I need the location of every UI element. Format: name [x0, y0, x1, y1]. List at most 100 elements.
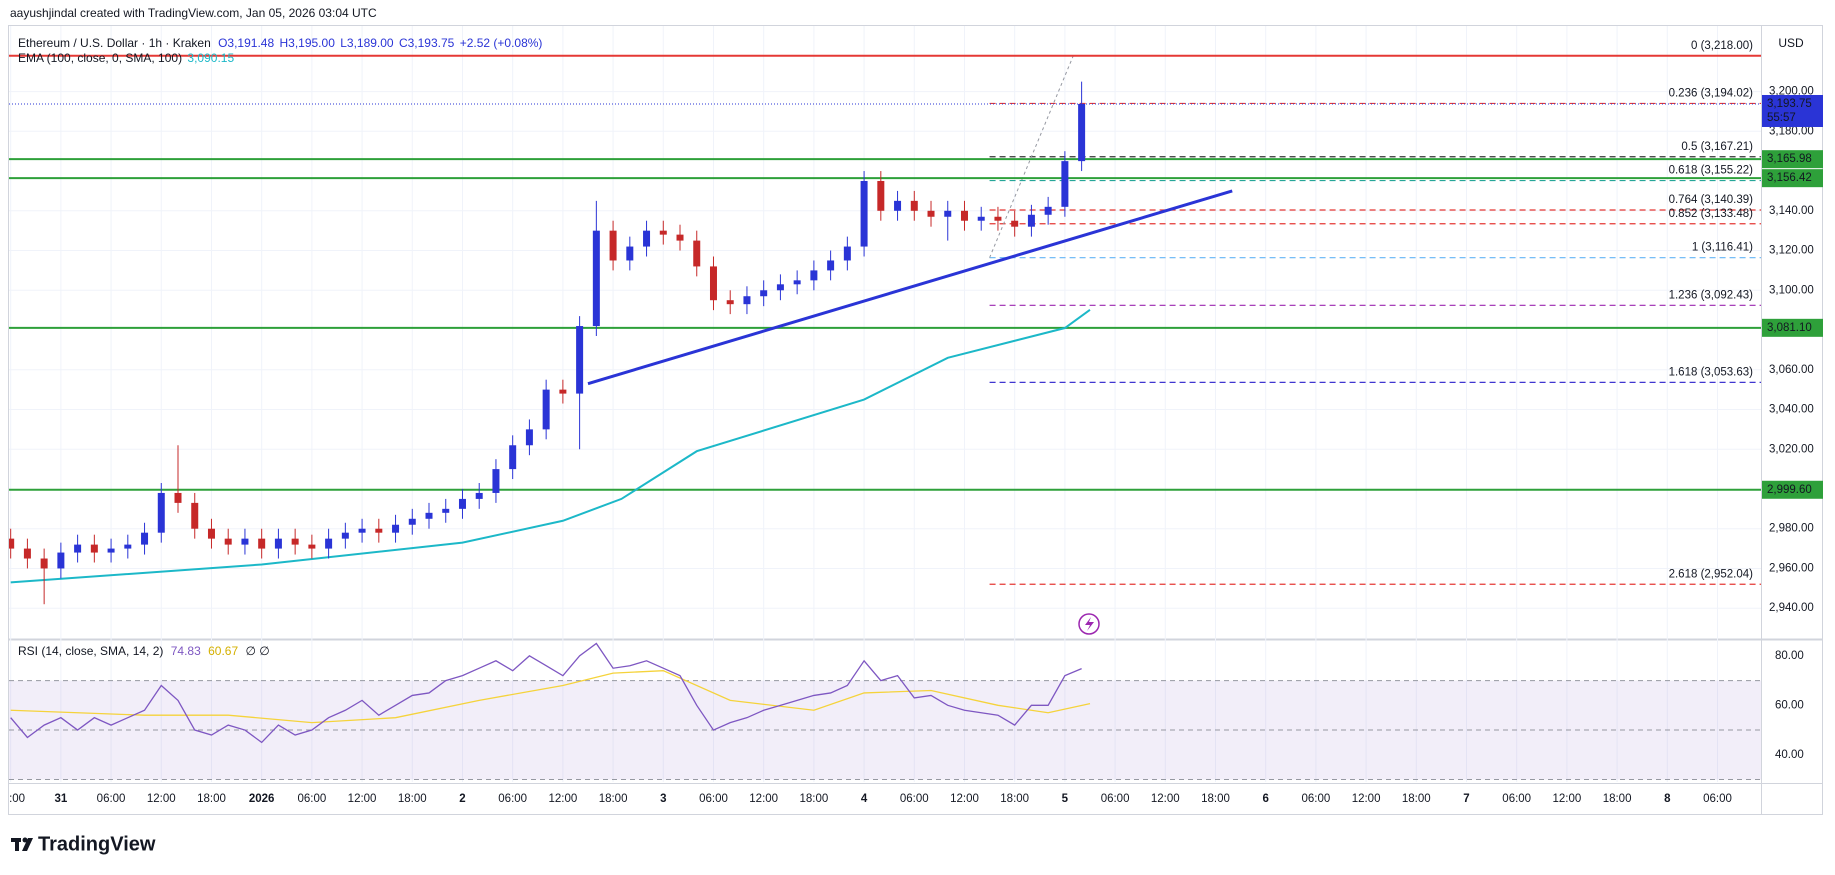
x-tick-label: 06:00	[900, 793, 929, 805]
candle-body	[90, 544, 98, 553]
x-tick-label: 06:00	[1101, 793, 1130, 805]
price-tag-label: 3,165.98	[1767, 153, 1812, 165]
ohlc-open: O3,191.48	[218, 36, 274, 50]
x-tick-label: 2026	[249, 793, 275, 805]
candle-body	[525, 429, 533, 446]
ohlc-high: H3,195.00	[279, 36, 335, 50]
candle-body	[609, 230, 617, 261]
x-tick-label: 18:00	[599, 793, 628, 805]
price-tag-label: 3,081.10	[1767, 322, 1812, 334]
candle-body	[157, 492, 165, 533]
candle-body	[174, 492, 182, 503]
y-tick-label: 3,200.00	[1769, 86, 1814, 98]
candle-body	[40, 558, 48, 569]
x-tick-label: 12:00	[348, 793, 377, 805]
candle-body	[977, 216, 985, 221]
price-tag-label: 3,156.42	[1767, 172, 1812, 184]
candle-body	[274, 538, 282, 549]
x-tick-label: 7	[1463, 793, 1469, 805]
candle-body	[626, 246, 634, 261]
legend-title: Ethereum / U.S. Dollar · 1h · Kraken O3,…	[18, 36, 542, 50]
candle-body	[542, 389, 550, 430]
x-tick-label: 12:00	[1553, 793, 1582, 805]
y-tick-label: 3,180.00	[1769, 125, 1814, 137]
candle-body	[124, 544, 132, 549]
y-tick-label: 3,040.00	[1769, 404, 1814, 416]
fib-label: 1.618 (3,053.63)	[1669, 366, 1754, 378]
candle-body	[860, 180, 868, 247]
candle-body	[1011, 220, 1019, 227]
candle-body	[810, 270, 818, 281]
candle-body	[743, 296, 751, 305]
price-pane: 0 (3,218.00) 0.236 (3,194.02) 0.5 (3,167.2…	[9, 40, 1761, 605]
x-tick-label: 31	[54, 793, 67, 805]
price-tag	[1762, 318, 1823, 337]
grid	[9, 26, 1761, 782]
ohlc-change: +2.52 (+0.08%)	[460, 36, 543, 50]
candle-body	[23, 548, 31, 559]
candle-body	[107, 548, 115, 553]
ema-name: EMA (100, close, 0, SMA, 100)	[18, 51, 182, 65]
x-tick-label: 06:00	[97, 793, 126, 805]
rsi-ma-line	[10, 670, 1091, 724]
brand: TradingView	[38, 833, 156, 855]
rsi-pane	[9, 642, 1761, 781]
page-header: aayushjindal created with TradingView.co…	[10, 6, 377, 20]
fib-label: 0.852 (3,133.48)	[1669, 208, 1754, 220]
x-tick-label: 2	[459, 793, 465, 805]
x-tick-label: 18:00	[799, 793, 828, 805]
candle-body	[258, 538, 266, 549]
x-tick-label: 12:00	[1352, 793, 1381, 805]
rsi-flags: ∅ ∅	[245, 644, 269, 658]
x-tick-label: 5	[1062, 793, 1069, 805]
candle-body	[776, 284, 784, 291]
fib-label: 0 (3,218.00)	[1691, 40, 1753, 52]
brand-logo	[11, 837, 33, 851]
candle-body	[827, 260, 835, 271]
x-tick-label: 06:00	[699, 793, 728, 805]
candle-body	[9, 538, 15, 549]
candle-body	[960, 210, 968, 221]
x-tick-label: 18:00	[1402, 793, 1431, 805]
candle-body	[341, 532, 349, 539]
candle-body	[894, 200, 902, 211]
x-tick-label: 06:00	[498, 793, 527, 805]
rsi-ma-value: 60.67	[208, 644, 238, 658]
fib-label: 1.236 (3,092.43)	[1669, 289, 1754, 301]
candle-body	[927, 210, 935, 217]
rsi-tick-label: 60.00	[1775, 699, 1804, 711]
rsi-name: RSI (14, close, SMA, 14, 2)	[18, 644, 163, 658]
candle-body	[141, 532, 149, 545]
y-tick-label: 3,120.00	[1769, 245, 1814, 257]
current-price-tag	[1762, 94, 1823, 127]
fib-label: 0.236 (3,194.02)	[1669, 87, 1754, 99]
candle-body	[576, 326, 584, 394]
price-tag	[1762, 169, 1823, 188]
candle-body	[74, 544, 82, 553]
x-tick-label: 18:00	[1000, 793, 1029, 805]
ohlc-close: C3,193.75	[399, 36, 455, 50]
candle-body	[726, 300, 734, 305]
candle-body	[408, 518, 416, 525]
rsi-line	[10, 642, 1082, 744]
y-tick-label: 3,020.00	[1769, 443, 1814, 455]
candle-body	[1061, 161, 1069, 207]
candle-body	[291, 538, 299, 545]
candle-body	[475, 492, 483, 499]
ema-legend: EMA (100, close, 0, SMA, 100) 3,090.15	[18, 51, 234, 65]
rsi-tick-label: 40.00	[1775, 749, 1804, 761]
candle-body	[458, 498, 466, 509]
candle-body	[910, 200, 918, 211]
price-tag	[1762, 480, 1823, 499]
x-tick-label: 06:00	[1502, 793, 1531, 805]
current-price-label: 3,193.75	[1767, 98, 1812, 110]
x-tick-label: 12:00	[147, 793, 176, 805]
x-tick-label: 18:00	[197, 793, 226, 805]
candle-body	[241, 538, 249, 545]
rsi-tick-label: 80.00	[1775, 650, 1804, 662]
x-tick-label: 06:00	[1703, 793, 1732, 805]
candle-body	[207, 528, 215, 539]
candle-body	[325, 538, 333, 549]
